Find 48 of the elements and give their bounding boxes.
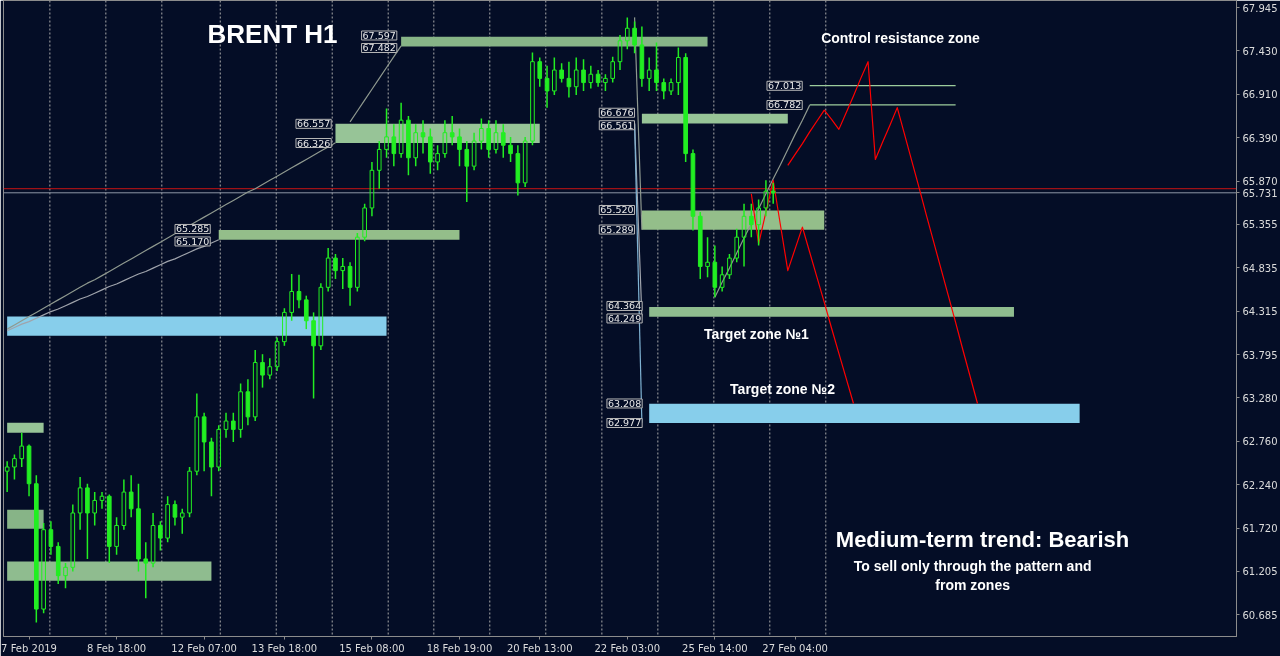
y-tick-label: 61.720: [1242, 523, 1278, 535]
x-tick-label: 13 Feb 18:00: [251, 642, 318, 654]
y-tick-label: 63.795: [1242, 349, 1278, 361]
y-tick-label: 62.760: [1242, 436, 1278, 448]
annotation: Control resistance zone: [821, 29, 981, 46]
ref-line-label: 65.731: [1242, 187, 1278, 199]
y-tick-label: 64.835: [1242, 262, 1278, 274]
annotation: 63.208: [607, 397, 642, 409]
y-tick-label: 65.870: [1242, 176, 1278, 188]
x-tick-label: 20 Feb 13:00: [506, 642, 573, 654]
annotation: Medium-term trend: Bearish: [835, 527, 1130, 553]
annotation: 65.170: [176, 235, 210, 247]
y-tick-label: 62.240: [1242, 479, 1278, 491]
annotation: 66.782: [767, 99, 802, 111]
annotation: 65.289: [600, 224, 634, 236]
y-tick-label: 66.910: [1242, 89, 1278, 101]
x-tick-label: 22 Feb 03:00: [594, 642, 661, 654]
y-tick-label: 65.355: [1242, 219, 1278, 231]
annotation: To sell only through the pattern and from zones: [853, 558, 1092, 593]
annotation: 67.013: [767, 80, 802, 92]
x-tick-label: 12 Feb 07:00: [171, 642, 237, 654]
y-tick-label: 60.685: [1242, 609, 1278, 621]
y-tick-label: 67.430: [1242, 45, 1278, 57]
x-tick-label: 18 Feb 19:00: [426, 642, 493, 654]
x-tick-label: 8 Feb 18:00: [86, 642, 147, 654]
annotation: 65.520: [600, 204, 634, 216]
annotation: 66.676: [600, 107, 634, 119]
text: BRENT H1: [207, 18, 338, 49]
y-tick-label: 61.205: [1242, 566, 1278, 578]
y-tick-label: 66.390: [1242, 132, 1278, 144]
annotation: 62.977: [607, 417, 642, 429]
annotation: 67.597: [362, 29, 396, 41]
x-tick-label: 27 Feb 04:00: [762, 642, 828, 654]
y-tick-label: 67.945: [1242, 2, 1278, 14]
annotation: 64.364: [607, 300, 642, 312]
x-tick-label: 7 Feb 2019: [1, 642, 57, 654]
annotation: 66.557: [296, 118, 331, 130]
annotation: Target zone №2: [730, 380, 836, 397]
x-tick-label: 25 Feb 14:00: [682, 642, 748, 654]
annotation: 65.285: [176, 223, 210, 235]
annotation: Target zone №1: [704, 325, 810, 342]
annotation: 67.482: [362, 42, 396, 54]
y-tick-label: 64.315: [1242, 306, 1278, 318]
annotation: 66.326: [296, 137, 331, 149]
y-tick-label: 63.280: [1242, 392, 1278, 404]
annotation: 66.561: [600, 119, 634, 131]
x-tick-label: 15 Feb 08:00: [339, 642, 405, 654]
annotation: 64.249: [607, 312, 642, 324]
